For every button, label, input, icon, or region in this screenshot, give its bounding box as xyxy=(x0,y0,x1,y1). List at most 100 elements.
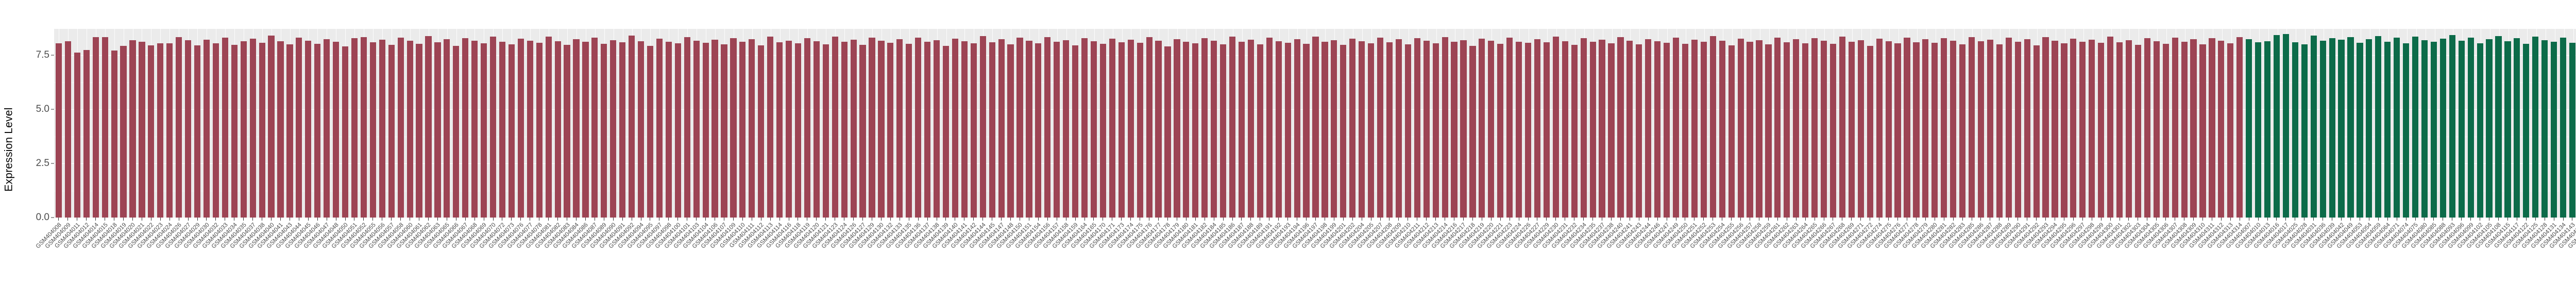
bar[interactable] xyxy=(2449,35,2455,218)
bar[interactable] xyxy=(1127,40,1134,218)
bar[interactable] xyxy=(2181,41,2188,218)
bar[interactable] xyxy=(2264,41,2271,218)
bar[interactable] xyxy=(619,42,626,218)
bar[interactable] xyxy=(1534,39,1541,218)
bar[interactable] xyxy=(1451,42,1458,218)
bar[interactable] xyxy=(961,41,968,218)
bar[interactable] xyxy=(1700,42,1707,218)
bar[interactable] xyxy=(601,44,607,218)
bar[interactable] xyxy=(1284,42,1291,218)
bar[interactable] xyxy=(2042,37,2049,218)
bar[interactable] xyxy=(120,46,127,218)
bar[interactable] xyxy=(1377,37,1384,218)
bar[interactable] xyxy=(1599,40,1605,218)
bar[interactable] xyxy=(1784,42,1790,218)
bar[interactable] xyxy=(203,39,210,218)
bar[interactable] xyxy=(554,41,561,218)
bar[interactable] xyxy=(1756,40,1762,218)
bar[interactable] xyxy=(1913,42,1920,218)
bar[interactable] xyxy=(1155,41,1162,218)
bar[interactable] xyxy=(1728,45,1735,218)
bar[interactable] xyxy=(767,37,774,218)
bar[interactable] xyxy=(1516,41,1522,218)
bar[interactable] xyxy=(730,38,737,218)
bar[interactable] xyxy=(1460,40,1467,218)
bar[interactable] xyxy=(1442,37,1448,218)
bar[interactable] xyxy=(1266,38,1273,218)
bar[interactable] xyxy=(647,45,654,218)
bar[interactable] xyxy=(2467,37,2474,218)
bar[interactable] xyxy=(416,43,422,218)
bar[interactable] xyxy=(444,39,450,218)
bar[interactable] xyxy=(693,40,700,218)
bar[interactable] xyxy=(1719,41,1725,218)
bar[interactable] xyxy=(1996,44,2003,218)
bar[interactable] xyxy=(296,37,302,218)
bar[interactable] xyxy=(1368,43,1375,218)
bar[interactable] xyxy=(1811,38,1818,218)
bar[interactable] xyxy=(970,43,977,218)
bar[interactable] xyxy=(1294,39,1300,218)
bar[interactable] xyxy=(1857,40,1864,218)
bar[interactable] xyxy=(1063,40,1070,218)
bar[interactable] xyxy=(2421,40,2428,218)
bar[interactable] xyxy=(1562,41,1568,218)
bar[interactable] xyxy=(1303,43,1310,218)
bar[interactable] xyxy=(2301,44,2308,218)
bar[interactable] xyxy=(139,42,145,218)
bar[interactable] xyxy=(887,42,894,218)
bar[interactable] xyxy=(2439,38,2446,218)
bar[interactable] xyxy=(1275,41,1282,218)
bar[interactable] xyxy=(1118,42,1125,218)
bar[interactable] xyxy=(822,44,829,218)
bar[interactable] xyxy=(406,40,413,218)
bar[interactable] xyxy=(1691,39,1698,218)
bar[interactable] xyxy=(2162,43,2169,218)
bar[interactable] xyxy=(2338,40,2345,218)
bar[interactable] xyxy=(2144,38,2150,218)
bar[interactable] xyxy=(979,36,986,218)
bar[interactable] xyxy=(749,39,755,218)
bar[interactable] xyxy=(1007,44,1014,218)
bar[interactable] xyxy=(1987,40,1993,218)
bar[interactable] xyxy=(573,39,580,218)
bar[interactable] xyxy=(2458,41,2465,218)
bar[interactable] xyxy=(989,42,995,218)
bar[interactable] xyxy=(794,43,802,218)
bar[interactable] xyxy=(2107,36,2114,218)
bar[interactable] xyxy=(1331,40,1337,218)
bar[interactable] xyxy=(1682,43,1689,218)
bar[interactable] xyxy=(231,45,238,218)
bar[interactable] xyxy=(1977,41,1985,218)
bar[interactable] xyxy=(249,39,256,218)
bar[interactable] xyxy=(277,41,284,218)
bar[interactable] xyxy=(129,40,136,218)
bar[interactable] xyxy=(1081,38,1088,218)
bar[interactable] xyxy=(1580,38,1587,218)
bar[interactable] xyxy=(739,42,746,218)
bar[interactable] xyxy=(896,39,903,218)
bar[interactable] xyxy=(2209,38,2215,218)
bar[interactable] xyxy=(2319,40,2326,218)
bar[interactable] xyxy=(1109,39,1115,218)
bar[interactable] xyxy=(2190,39,2197,218)
bar[interactable] xyxy=(1737,38,1744,218)
bar[interactable] xyxy=(610,40,617,218)
bar[interactable] xyxy=(1192,43,1199,218)
bar[interactable] xyxy=(1839,37,1845,218)
bar[interactable] xyxy=(2116,42,2123,218)
bar[interactable] xyxy=(1931,43,1938,218)
bar[interactable] xyxy=(942,46,950,218)
bar[interactable] xyxy=(1414,38,1420,218)
bar[interactable] xyxy=(1044,37,1051,218)
bar[interactable] xyxy=(629,36,635,218)
bar[interactable] xyxy=(545,36,552,218)
bar[interactable] xyxy=(2523,44,2530,218)
bar[interactable] xyxy=(804,38,810,218)
bar[interactable] xyxy=(1654,41,1661,218)
bar[interactable] xyxy=(2495,36,2502,218)
bar[interactable] xyxy=(2125,40,2132,218)
bar[interactable] xyxy=(259,43,265,218)
bar[interactable] xyxy=(2569,42,2576,218)
bar[interactable] xyxy=(2024,39,2030,218)
